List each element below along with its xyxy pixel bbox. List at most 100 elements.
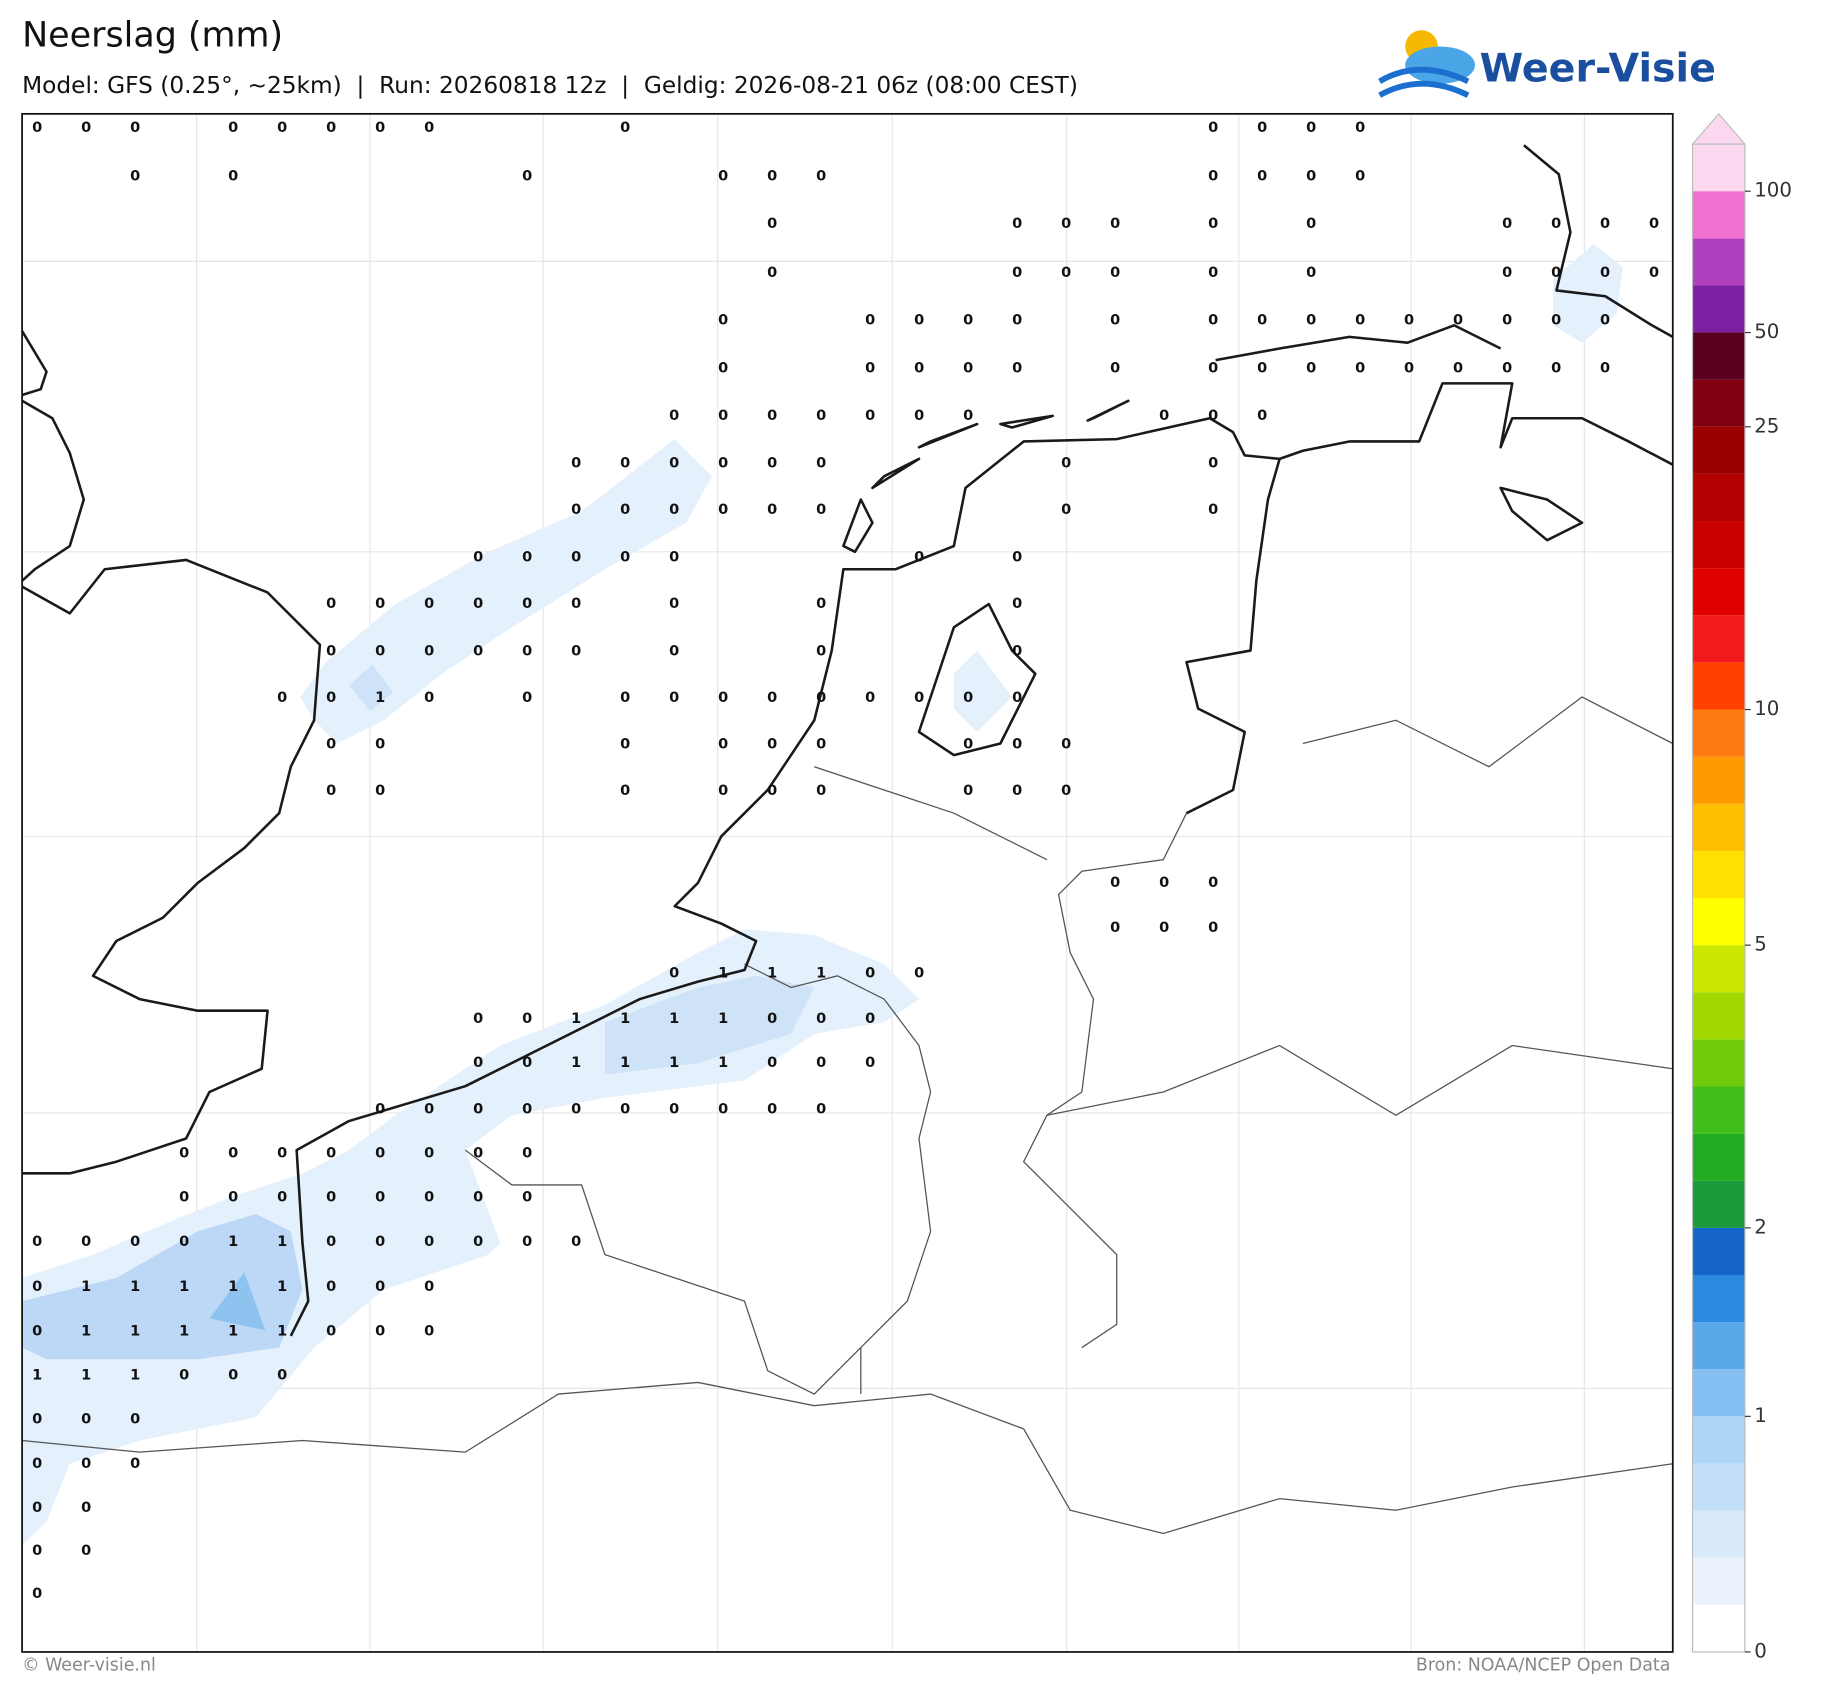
- grid-value: 0: [914, 966, 924, 982]
- grid-value: 0: [963, 783, 973, 799]
- grid-value: 0: [571, 644, 581, 660]
- grid-value: 0: [1208, 216, 1218, 232]
- grid-value: 0: [1208, 360, 1218, 376]
- borders: [22, 696, 1674, 1535]
- grid-value: 0: [375, 1323, 385, 1339]
- grid-value: 0: [1208, 502, 1218, 518]
- grid-value: 0: [375, 1101, 385, 1117]
- grid-value: 0: [277, 690, 287, 706]
- colorbar-segment: [1692, 850, 1745, 899]
- grid-value: 0: [1306, 169, 1316, 185]
- grid-value: 0: [522, 1011, 532, 1027]
- grid-value: 0: [1600, 216, 1610, 232]
- grid-value: 0: [1502, 313, 1512, 329]
- colorbar-segment: [1692, 1604, 1745, 1652]
- grid-value: 0: [1061, 216, 1071, 232]
- grid-value: 0: [473, 1146, 483, 1162]
- grid-value: 0: [914, 313, 924, 329]
- grid-value: 0: [1306, 265, 1316, 281]
- grid-value: 0: [32, 1412, 42, 1428]
- grid-value: 0: [767, 408, 777, 424]
- grid-value: 0: [767, 1101, 777, 1117]
- grid-value: 0: [1110, 360, 1120, 376]
- grid-value: 0: [1453, 313, 1463, 329]
- grid-value: 0: [718, 783, 728, 799]
- colorbar-segment: [1692, 1133, 1745, 1181]
- grid-value: 0: [179, 1234, 189, 1250]
- grid-value: 0: [718, 1101, 728, 1117]
- grid-value: 0: [424, 690, 434, 706]
- grid-value: 0: [571, 596, 581, 612]
- grid-value: 0: [1012, 690, 1022, 706]
- colorbar-segment: [1692, 1086, 1745, 1134]
- grid-value: 1: [32, 1367, 42, 1383]
- grid-value: 0: [669, 1101, 679, 1117]
- grid-value: 0: [424, 1101, 434, 1117]
- colorbar-segment: [1692, 992, 1745, 1040]
- grid-value: 0: [1208, 120, 1218, 136]
- grid-value: 0: [669, 408, 679, 424]
- grid-value: 0: [522, 1146, 532, 1162]
- grid-value: 0: [1453, 360, 1463, 376]
- grid-value: 0: [228, 1146, 238, 1162]
- grid-value: 0: [620, 502, 630, 518]
- colorbar-segment: [1692, 1510, 1745, 1558]
- colorbar-segment: [1692, 521, 1745, 569]
- grid-value: 0: [522, 1190, 532, 1206]
- grid-value: 0: [1061, 265, 1071, 281]
- grid-value: 0: [179, 1190, 189, 1206]
- colorbar-segment: [1692, 615, 1745, 663]
- grid-value: 1: [620, 1011, 630, 1027]
- grid-value: 0: [228, 1367, 238, 1383]
- logo: Weer-Visie: [1378, 30, 1716, 98]
- grid-value: 0: [767, 1055, 777, 1071]
- grid-value: 0: [277, 1367, 287, 1383]
- grid-value: 0: [326, 737, 336, 753]
- grid-value: 0: [1355, 313, 1365, 329]
- grid-value: 0: [1061, 456, 1071, 472]
- grid-value: 0: [816, 1011, 826, 1027]
- grid-value: 0: [1502, 216, 1512, 232]
- grid-value: 1: [571, 1055, 581, 1071]
- grid-value: 0: [1306, 120, 1316, 136]
- grid-value: 0: [1551, 265, 1561, 281]
- grid-value: 0: [669, 456, 679, 472]
- grid-value: 0: [816, 1101, 826, 1117]
- grid-value: 1: [130, 1323, 140, 1339]
- colorbar-segment: [1692, 709, 1745, 757]
- grid-value: 0: [865, 1011, 875, 1027]
- colorbar-segment: [1692, 756, 1745, 804]
- grid-value: 0: [571, 550, 581, 566]
- colorbar-tick-label: 50: [1754, 320, 1779, 343]
- grid-value: 0: [228, 1190, 238, 1206]
- grid-value: 1: [81, 1367, 91, 1383]
- grid-value: 1: [718, 966, 728, 982]
- grid-value: 0: [963, 690, 973, 706]
- colorbar-segment: [1692, 1557, 1745, 1605]
- grid-value: 0: [179, 1367, 189, 1383]
- grid-value: 0: [473, 1234, 483, 1250]
- grid-value: 0: [1012, 737, 1022, 753]
- grid-value: 0: [228, 169, 238, 185]
- grid-value: 0: [473, 1011, 483, 1027]
- grid-value: 0: [914, 408, 924, 424]
- grid-value: 0: [326, 1279, 336, 1295]
- grid-value: 0: [865, 313, 875, 329]
- grid-value: 0: [669, 596, 679, 612]
- grid-value: 1: [228, 1234, 238, 1250]
- grid-value: 0: [1502, 360, 1512, 376]
- grid-value: 1: [277, 1323, 287, 1339]
- grid-value: 0: [571, 456, 581, 472]
- grid-value: 1: [81, 1323, 91, 1339]
- subtitle: Model: GFS (0.25°, ~25km) | Run: 2026081…: [22, 72, 1078, 99]
- colorbar-segment: [1692, 332, 1745, 380]
- grid-value: 0: [1159, 875, 1169, 891]
- grid-value: 0: [1404, 313, 1414, 329]
- grid-value: 0: [326, 690, 336, 706]
- grid-value: 0: [816, 690, 826, 706]
- grid-value: 1: [81, 1279, 91, 1295]
- grid-value: 0: [375, 1279, 385, 1295]
- grid-value: 0: [1110, 265, 1120, 281]
- map-frame: [21, 112, 1674, 1653]
